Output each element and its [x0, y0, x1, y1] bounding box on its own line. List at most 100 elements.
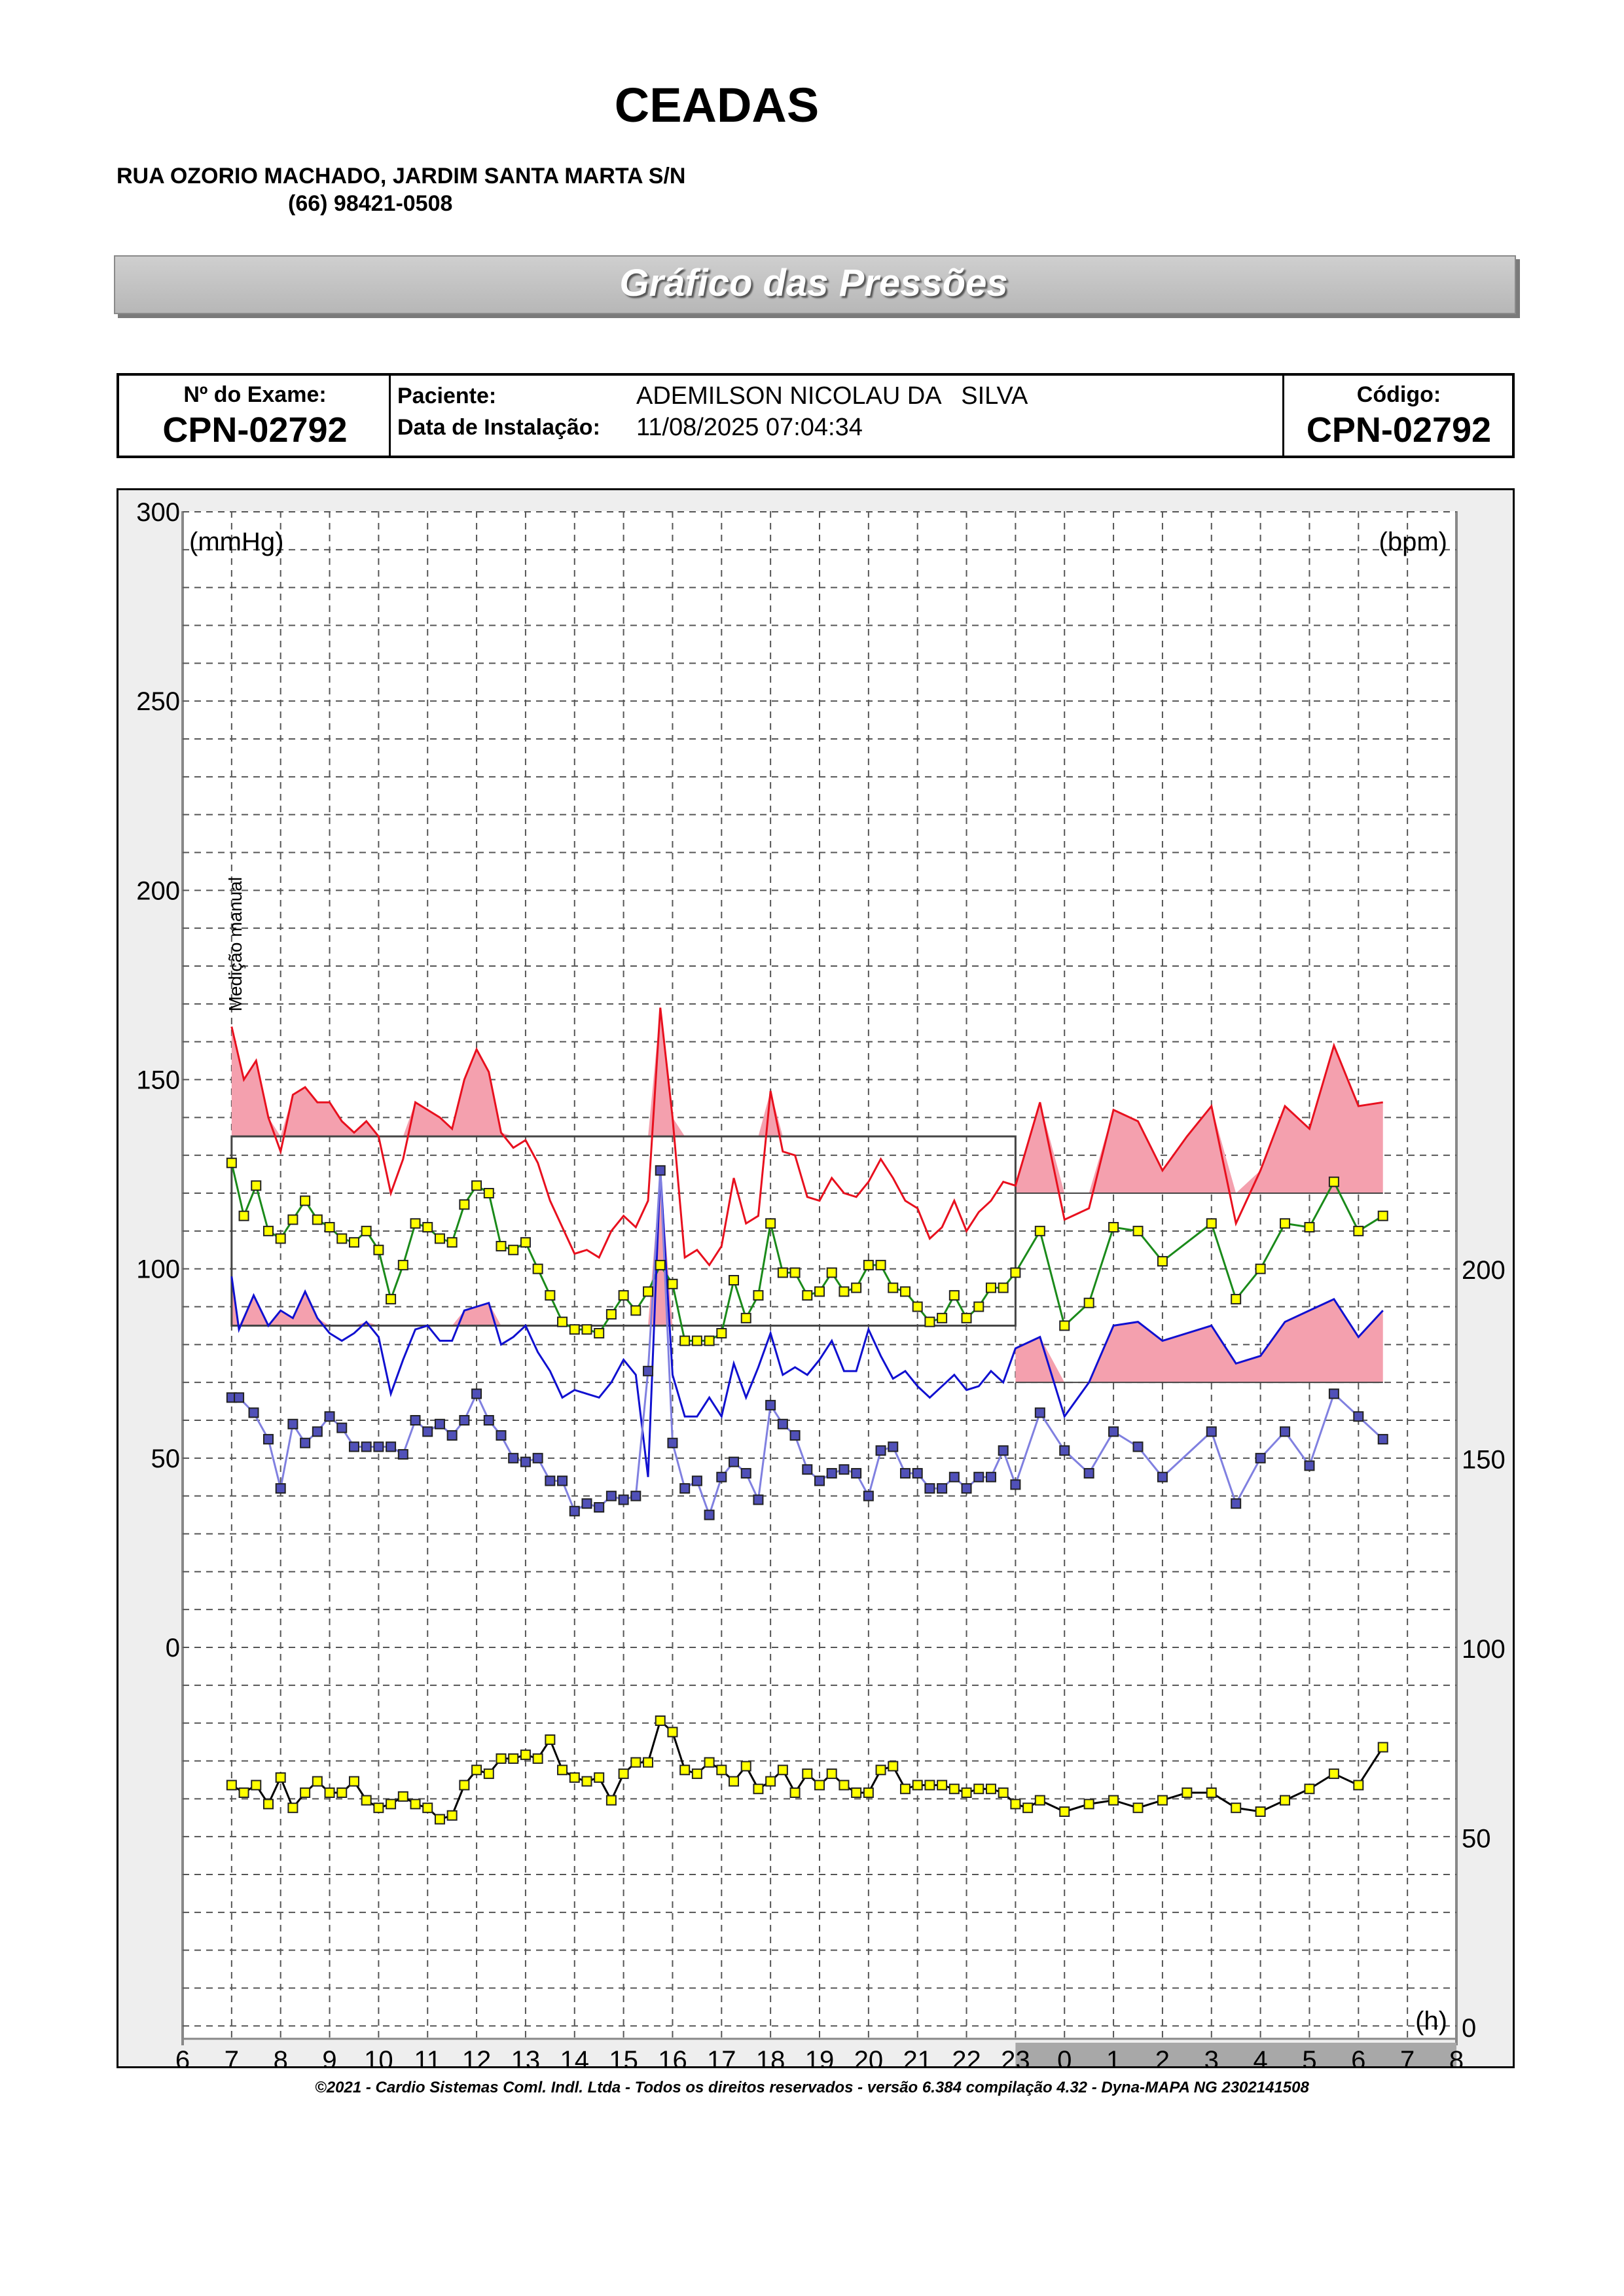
exam-number-label: Nº do Exame:: [183, 382, 327, 407]
heart_rate-point: [777, 1765, 788, 1776]
heart_rate-point: [630, 1757, 641, 1768]
heart_rate-point: [1304, 1784, 1315, 1795]
heart_rate-point: [875, 1765, 886, 1776]
heart_rate-point: [802, 1768, 813, 1780]
mean-point: [532, 1263, 543, 1274]
heart_rate-point: [1377, 1742, 1388, 1753]
mean-point: [961, 1312, 972, 1323]
x-tick-label: 23: [1001, 2046, 1030, 2066]
heart_rate-point: [386, 1799, 397, 1810]
mean-point: [557, 1316, 568, 1327]
x-tick-label: 17: [707, 2046, 736, 2066]
heart_rate-point: [397, 1791, 408, 1802]
x-tick-label: 10: [364, 2046, 393, 2066]
mean-point: [1010, 1267, 1021, 1278]
x-tick-label: 12: [462, 2046, 492, 2066]
pulse_pressure-point: [1059, 1445, 1070, 1456]
pulse_pressure-point: [422, 1426, 433, 1437]
pulse_pressure-point: [262, 1433, 274, 1444]
mean-point: [594, 1327, 605, 1338]
pulse_pressure-point: [655, 1165, 666, 1176]
heart_rate-point: [937, 1780, 948, 1791]
mean-point: [275, 1233, 286, 1244]
pulse_pressure-point: [961, 1483, 972, 1494]
mean-point: [630, 1305, 641, 1316]
mean-point: [1132, 1225, 1144, 1236]
pulse_pressure-point: [691, 1475, 702, 1486]
pulse_pressure-markers: [226, 1165, 1388, 1520]
pulse_pressure-point: [826, 1467, 837, 1479]
section-title: Gráfico das Pressões: [619, 262, 1008, 304]
pulse_pressure-point: [679, 1483, 691, 1494]
pulse_pressure-point: [336, 1422, 348, 1433]
heart_rate-point: [1083, 1799, 1094, 1810]
heart_rate-point: [691, 1768, 702, 1780]
mean-point: [1206, 1218, 1217, 1229]
mean-point: [814, 1286, 825, 1297]
mean-point: [937, 1312, 948, 1323]
night-systolic-excess-fill: [1015, 1045, 1383, 1193]
mean-point: [679, 1335, 691, 1346]
left-tick-label: 150: [136, 1066, 180, 1095]
mean-point: [1255, 1263, 1266, 1274]
x-tick-label: 9: [322, 2046, 336, 2066]
pulse_pressure-point: [863, 1490, 874, 1501]
install-date-value: 11/08/2025 07:04:34: [636, 414, 863, 441]
heart_rate-point: [557, 1765, 568, 1776]
pulse_pressure-point: [802, 1464, 813, 1475]
mean-point: [459, 1199, 470, 1210]
mean-point: [704, 1335, 715, 1346]
mean-point: [839, 1286, 850, 1297]
heart_rate-point: [888, 1761, 899, 1772]
exam-info-box: Nº do Exame: CPN-02792 Paciente: ADEMILS…: [117, 373, 1515, 458]
pulse_pressure-point: [740, 1467, 751, 1479]
right-tick-label: 100: [1462, 1635, 1506, 1664]
heart_rate-point: [1328, 1768, 1339, 1780]
mean-point: [300, 1195, 311, 1206]
pulse_pressure-point: [789, 1430, 801, 1441]
x-tick-label: 15: [609, 2046, 638, 2066]
mean-point: [446, 1237, 458, 1248]
heart_rate-point: [729, 1776, 740, 1787]
heart_rate-point: [704, 1757, 715, 1768]
pulse_pressure-point: [1157, 1471, 1168, 1482]
pulse_pressure-point: [234, 1392, 245, 1403]
heart_rate-point: [740, 1761, 751, 1772]
heart_rate-markers: [226, 1715, 1388, 1825]
pulse_pressure-point: [300, 1437, 311, 1448]
mean-point: [1280, 1218, 1291, 1229]
pulse_pressure-point: [851, 1467, 862, 1479]
pulse_pressure-point: [446, 1430, 458, 1441]
heart_rate-point: [985, 1784, 996, 1795]
pulse_pressure-point: [386, 1441, 397, 1452]
mean-point: [251, 1180, 262, 1191]
mean-point: [336, 1233, 348, 1244]
x-tick-label: 2: [1155, 2046, 1170, 2066]
copyright-footer: ©2021 - Cardio Sistemas Coml. Indl. Ltda…: [315, 2079, 1309, 2096]
mean-point: [655, 1259, 666, 1270]
left-tick-label: 50: [151, 1444, 181, 1473]
mean-point: [667, 1278, 678, 1289]
patient-label: Paciente:: [397, 384, 497, 408]
heart_rate-point: [459, 1780, 470, 1791]
day-limit-box: [230, 1135, 1017, 1327]
pulse_pressure-point: [508, 1452, 519, 1463]
heart_rate-point: [336, 1787, 348, 1799]
left-tick-label: 100: [136, 1255, 180, 1284]
heart_rate-point: [679, 1765, 691, 1776]
pulse_pressure-point: [912, 1467, 923, 1479]
mean-point: [875, 1259, 886, 1270]
heart_rate-point: [496, 1753, 507, 1764]
heart_rate-point: [300, 1787, 311, 1799]
pulse_pressure-point: [937, 1483, 948, 1494]
pulse_pressure-point: [630, 1490, 641, 1501]
patient-cell: Paciente: ADEMILSON NICOLAU DA SILVA Dat…: [391, 376, 1284, 456]
heart_rate-point: [1022, 1803, 1034, 1814]
mean-point: [618, 1290, 629, 1301]
pulse_pressure-point: [1132, 1441, 1144, 1452]
heart_rate-point: [863, 1787, 874, 1799]
heart_rate-point: [1034, 1795, 1045, 1806]
pulse_pressure-point: [924, 1483, 935, 1494]
heart_rate-point: [655, 1715, 666, 1727]
pulse_pressure-point: [1231, 1498, 1242, 1509]
